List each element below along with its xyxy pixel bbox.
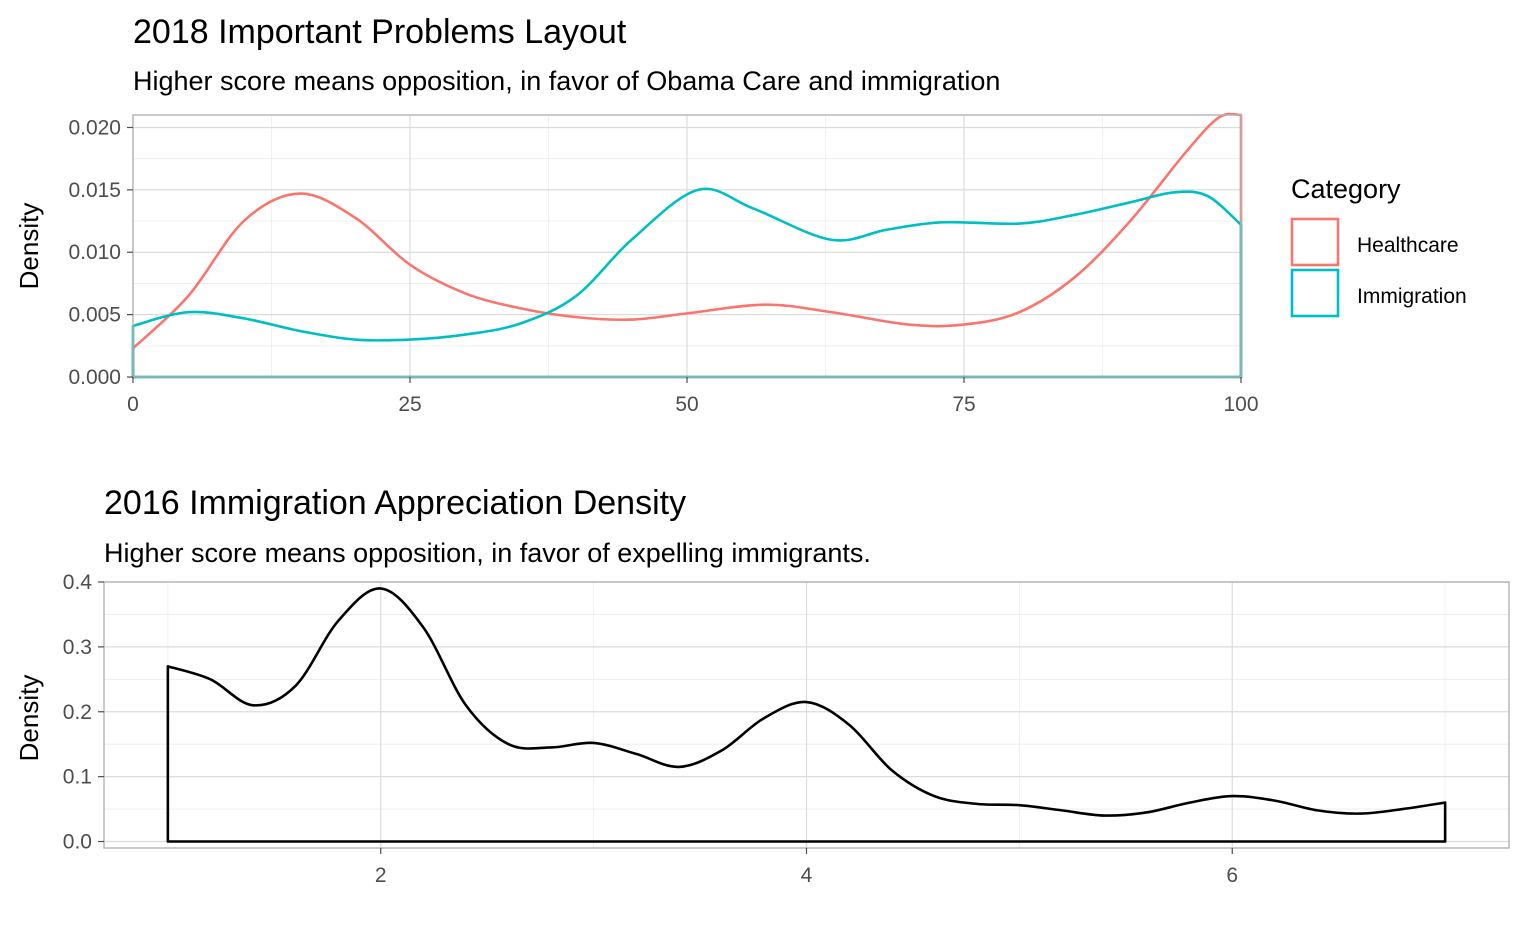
- chart2-x-tick-label: 4: [801, 864, 813, 887]
- chart2-x-tick-label: 2: [375, 864, 387, 887]
- chart1-y-tick-label: 0.000: [68, 366, 121, 389]
- chart-2018-important-problems: 2018 Important Problems Layout Higher sc…: [14, 13, 1467, 416]
- chart1-title: 2018 Important Problems Layout: [133, 13, 627, 51]
- chart2-gridlines: [104, 581, 1509, 848]
- chart1-density-immigration: [131, 187, 1243, 379]
- chart2-y-tick-label: 0.0: [63, 831, 92, 854]
- chart2-y-tick-label: 0.4: [63, 571, 93, 594]
- legend-item-healthcare: Healthcare: [1290, 217, 1459, 267]
- chart2-title: 2016 Immigration Appreciation Density: [104, 484, 686, 522]
- legend-label-healthcare: Healthcare: [1357, 234, 1459, 257]
- chart2-y-tick-label: 0.1: [63, 766, 92, 789]
- legend-item-immigration: Immigration: [1290, 268, 1467, 318]
- chart1-y-tick-label: 0.020: [68, 116, 121, 139]
- chart2-y-axis: 0.0 0.1 0.2 0.3 0.4: [63, 571, 104, 854]
- chart1-x-tick-label: 50: [675, 393, 698, 416]
- chart1-density-lines: [131, 112, 1243, 379]
- chart1-x-tick-label: 100: [1223, 393, 1258, 416]
- legend-title: Category: [1291, 174, 1401, 204]
- chart1-x-tick-label: 25: [398, 393, 421, 416]
- chart1-legend: Category Healthcare Immigration: [1290, 174, 1467, 318]
- chart1-x-axis: 0 25 50 75 100: [127, 377, 1259, 416]
- chart2-x-axis: 2 4 6: [375, 848, 1238, 887]
- chart2-density-lines: [166, 587, 1447, 843]
- chart1-y-axis-title: Density: [14, 203, 44, 290]
- chart2-y-tick-label: 0.2: [63, 701, 92, 724]
- legend-label-immigration: Immigration: [1357, 285, 1467, 308]
- chart1-y-tick-label: 0.005: [68, 304, 121, 327]
- chart2-y-axis-title: Density: [14, 675, 44, 762]
- chart1-y-tick-label: 0.015: [68, 179, 121, 202]
- chart2-x-tick-label: 6: [1226, 864, 1238, 887]
- chart1-x-tick-label: 75: [952, 393, 975, 416]
- chart1-density-healthcare: [131, 112, 1243, 379]
- chart1-y-axis: 0.000 0.005 0.010 0.015 0.020: [68, 116, 133, 389]
- chart2-y-tick-label: 0.3: [63, 636, 92, 659]
- chart1-x-tick-label: 0: [127, 393, 139, 416]
- chart2-subtitle: Higher score means opposition, in favor …: [104, 538, 871, 568]
- legend-key-healthcare: [1290, 217, 1340, 267]
- chart2-density-series-1: [166, 587, 1447, 843]
- chart1-gridlines: [132, 115, 1242, 378]
- chart-2016-immigration-appreciation: 2016 Immigration Appreciation Density Hi…: [14, 484, 1510, 887]
- chart1-y-tick-label: 0.010: [68, 241, 121, 264]
- chart1-subtitle: Higher score means opposition, in favor …: [133, 66, 1000, 96]
- legend-key-immigration: [1290, 268, 1340, 318]
